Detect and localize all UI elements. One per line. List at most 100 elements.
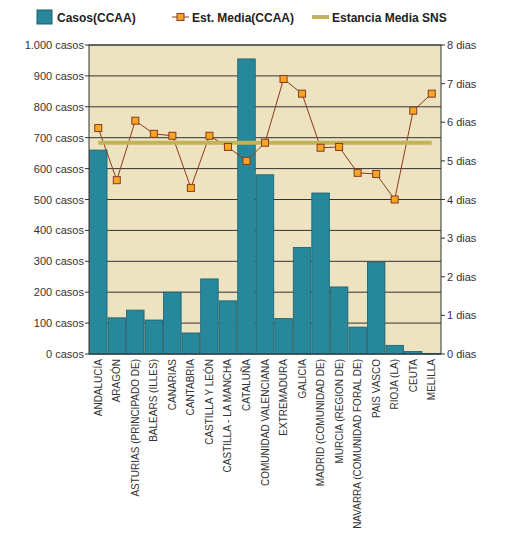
legend-label: Casos(CCAA) (57, 11, 136, 25)
marker (280, 75, 287, 82)
bar (367, 262, 385, 354)
marker (150, 130, 157, 137)
y-tick (85, 323, 89, 324)
marker (224, 143, 231, 150)
y-tick-label: 700 casos (34, 132, 85, 144)
y2-tick-label: 4 dias (447, 194, 477, 206)
bar (238, 59, 256, 354)
y2-tick (441, 83, 445, 84)
x-tick-label: RIOJA (LA) (389, 359, 400, 410)
grid-line (89, 75, 441, 76)
bar (330, 287, 348, 354)
x-tick-label: EXTREMADURA (278, 359, 289, 436)
x-tick-label: ARAGÓN (110, 359, 122, 402)
y2-tick (441, 160, 445, 161)
marker (95, 125, 102, 132)
y2-tick (441, 276, 445, 277)
line (98, 79, 431, 200)
y-tick (85, 230, 89, 231)
x-tick-label: COMUNIDAD VALENCIANA (260, 359, 271, 486)
bar (201, 279, 219, 354)
marks (90, 59, 441, 354)
x-tick-label: ASTURIAS (PRINCIPADO DE) (130, 359, 141, 497)
marker (132, 117, 139, 124)
bar (386, 345, 404, 354)
bar (164, 292, 182, 354)
legend-swatch (312, 15, 329, 19)
x-tick-label: PAIS VASCO (371, 359, 382, 418)
marker (373, 171, 380, 178)
legend: Casos(CCAA) Est. Media(CCAA) Estancia Medi… (37, 10, 447, 25)
y2-tick-label: 6 dias (447, 116, 477, 128)
marker (113, 177, 120, 184)
chart: 0 casos 100 casos 200 casos 300 casos 400 ca… (0, 0, 511, 551)
y2-tick-label: 0 dias (447, 348, 477, 360)
legend-marker (177, 14, 184, 21)
bar (145, 320, 163, 354)
y2-tick-label: 7 dias (447, 78, 477, 90)
bar (293, 247, 311, 354)
bar (256, 175, 274, 354)
bar (219, 301, 237, 354)
x-tick-label: MURCIA (REGION DE) (334, 359, 345, 463)
y-tick-label: 200 casos (34, 286, 85, 298)
grid-line (89, 137, 441, 138)
x-tick-label: MELILLA (426, 359, 437, 400)
y-tick (85, 137, 89, 138)
y2-tick-label: 1 dias (447, 309, 477, 321)
x-tick-label: ANDALUCÍA (92, 359, 104, 417)
marker (187, 184, 194, 191)
grid-line (89, 106, 441, 107)
marker (262, 139, 269, 146)
plot-background (89, 45, 441, 354)
y-tick-label: 800 casos (34, 101, 85, 113)
x-tick-label: NAVARRA (COMUNIDAD FORAL DE) (352, 359, 363, 529)
y2-tick-label: 5 dias (447, 155, 477, 167)
bar (127, 310, 145, 354)
marker (317, 144, 324, 151)
y2-tick (441, 315, 445, 316)
y2-tick (441, 199, 445, 200)
x-tick-label: CATALUÑA (240, 359, 252, 411)
grid-line (89, 168, 441, 169)
y2-tick (441, 122, 445, 123)
marker (299, 90, 306, 97)
x-tick-label: MADRID (COMUNIDAD DE) (315, 359, 326, 486)
legend-label: Est. Media(CCAA) (192, 11, 294, 25)
bar (90, 150, 108, 354)
bar (349, 327, 367, 354)
marker (206, 132, 213, 139)
x-tick-label: CASTILLA - LA MANCHA (222, 359, 233, 473)
y-tick (85, 45, 89, 46)
y2-tick (441, 354, 445, 355)
y-tick-label: 100 casos (34, 317, 85, 329)
marker (354, 169, 361, 176)
bar (312, 193, 330, 354)
y-tick (85, 261, 89, 262)
y2-tick (441, 238, 445, 239)
y-tick-label: 400 casos (34, 224, 85, 236)
y-tick (85, 354, 89, 355)
y-tick (85, 199, 89, 200)
x-tick-label: CASTILLA Y LEÓN (203, 359, 215, 445)
x-tick-label: CANTABRIA (185, 359, 196, 416)
y-tick-label: 0 casos (46, 348, 84, 360)
x-tick-label: GALICIA (297, 359, 308, 399)
legend-label: Estancia Media SNS (332, 11, 447, 25)
y-tick-label: 900 casos (34, 70, 85, 82)
y-tick-label: 300 casos (34, 255, 85, 267)
bar (182, 333, 200, 354)
marker (243, 157, 250, 164)
y-tick (85, 106, 89, 107)
y-tick (85, 292, 89, 293)
x-tick-label: CEUTA (408, 359, 419, 392)
marker (336, 143, 343, 150)
y2-tick-label: 8 dias (447, 39, 477, 51)
y-tick-label: 1.000 casos (25, 39, 85, 51)
y-tick-label: 600 casos (34, 163, 85, 175)
bar (275, 318, 293, 354)
plot-frame (89, 45, 441, 354)
marker (391, 196, 398, 203)
y-tick-label: 500 casos (34, 194, 85, 206)
marker (410, 107, 417, 114)
